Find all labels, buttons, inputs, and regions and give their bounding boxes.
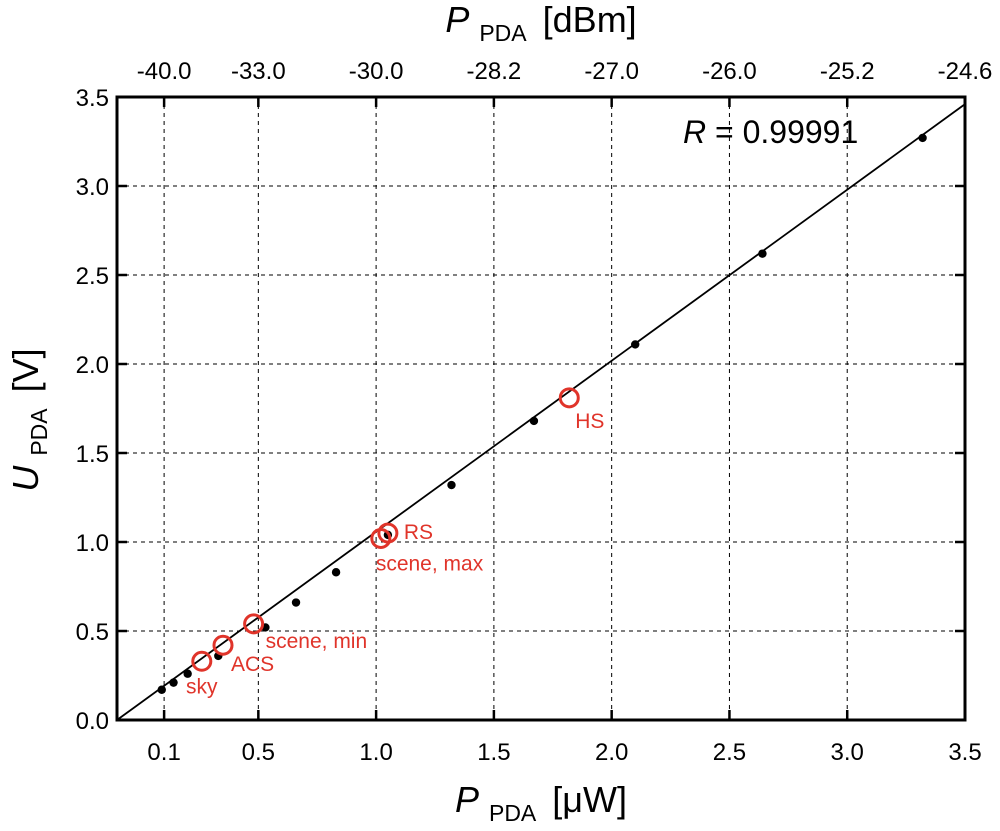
calibration-point	[447, 480, 456, 490]
x-tick-label: 3.0	[831, 739, 864, 766]
annotation-value: = 0.99991	[715, 114, 858, 150]
y-tick-label: 2.0	[76, 352, 109, 379]
top-tick-label: -30.0	[349, 58, 404, 85]
top-tick-label: -26.0	[702, 58, 757, 85]
y-tick-label: 1.5	[76, 441, 109, 468]
top-axis-label-unit: [dBm]	[543, 0, 637, 40]
y-axis-label-main: U	[5, 465, 46, 492]
y-tick-label: 0.0	[76, 708, 109, 735]
source-point-label: HS	[575, 410, 604, 433]
x-tick-label: 0.5	[242, 739, 275, 766]
x-axis-label: P PDA [μW]	[455, 779, 627, 829]
source-point-label: ACS	[231, 653, 274, 676]
x-tick-label: 1.0	[359, 739, 392, 766]
calibration-point	[291, 598, 301, 607]
axis-ticks: 0.1 0.5 1.0 1.5 2.0 2.5 3.0 3.5 -40.0 -33.0 -30.0 -…	[76, 58, 993, 766]
x-tick-label: 2.5	[713, 739, 746, 766]
plot-frame	[115, 95, 967, 722]
grid	[117, 97, 965, 720]
annotation-r: R	[683, 114, 706, 150]
source-point	[212, 634, 234, 656]
top-tick-label: -40.0	[137, 58, 192, 85]
top-tick-label: -27.0	[584, 58, 639, 85]
y-axis-label-sub: PDA	[26, 408, 52, 456]
x-tick-label: 3.5	[948, 739, 981, 766]
source-point-label: RS	[404, 521, 433, 544]
calibration-point	[183, 669, 192, 678]
top-axis-label-main: P	[445, 0, 469, 40]
x-axis-label-sub: PDA	[489, 800, 537, 826]
calibration-point	[758, 249, 767, 258]
y-axis-label-unit: [V]	[5, 348, 46, 392]
top-tick-label: -33.0	[231, 58, 286, 85]
x-axis-label-unit: [μW]	[552, 779, 627, 820]
y-tick-label: 2.5	[76, 263, 109, 290]
x-axis-label-main: P	[455, 779, 479, 820]
source-point	[243, 613, 265, 635]
x-tick-label: 1.5	[477, 739, 510, 766]
calibration-point	[331, 568, 341, 577]
calibration-point	[169, 678, 178, 687]
source-point	[558, 387, 580, 409]
source-point-label: scene, min	[266, 630, 368, 653]
correlation-annotation: R = 0.99991	[683, 114, 858, 150]
top-axis-label: P PDA [dBm]	[445, 0, 636, 49]
calibration-point	[529, 416, 539, 426]
y-axis-label: U PDA [V]	[5, 348, 55, 491]
source-point	[191, 650, 213, 672]
source-point	[377, 522, 399, 544]
y-tick-label: 3.0	[76, 174, 109, 201]
calibration-point	[918, 133, 927, 143]
y-tick-label: 1.0	[76, 530, 109, 557]
source-point-label: scene, max	[376, 552, 484, 575]
top-tick-label: -28.2	[467, 58, 522, 85]
x-tick-label: 0.1	[147, 739, 180, 766]
calibration-point	[631, 340, 640, 349]
top-tick-label: -24.6	[938, 58, 993, 85]
x-tick-label: 2.0	[595, 739, 628, 766]
calibration-point	[157, 685, 166, 694]
top-tick-label: -25.2	[820, 58, 875, 85]
top-axis-label-sub: PDA	[479, 20, 527, 46]
y-tick-label: 3.5	[76, 85, 109, 112]
y-tick-label: 0.5	[76, 619, 109, 646]
source-point-label: sky	[186, 675, 218, 698]
